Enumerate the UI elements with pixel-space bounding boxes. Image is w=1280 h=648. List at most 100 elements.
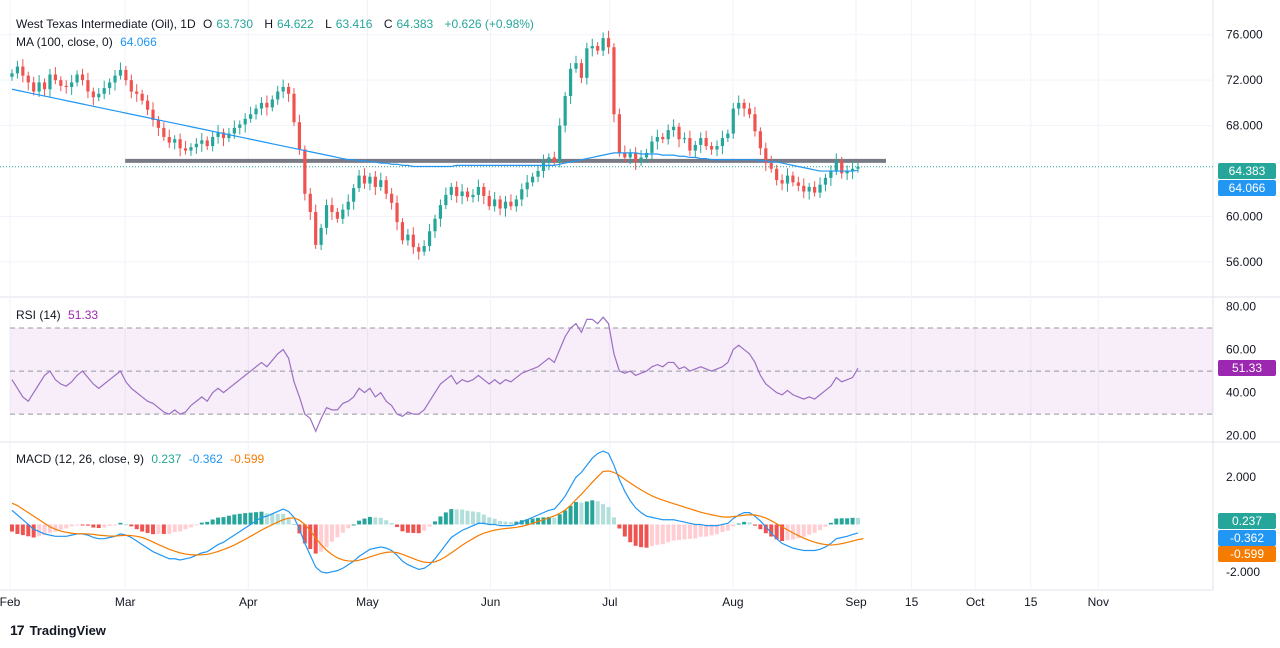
macd-hist-bar — [340, 524, 345, 533]
macd-hist-bar — [145, 524, 150, 533]
macd-hist-bar — [308, 524, 313, 550]
candle — [238, 124, 242, 128]
candle — [281, 86, 285, 92]
price-panel — [0, 30, 1213, 260]
price-tick-label: 72.000 — [1226, 73, 1263, 87]
macd-hist-bar — [628, 524, 633, 543]
macd-hist-bar — [47, 524, 52, 533]
macd-hist-bar — [812, 524, 817, 533]
candle — [769, 163, 773, 169]
macd-hist-bar — [199, 522, 204, 525]
macd-hist-bar — [481, 514, 486, 525]
candle — [270, 99, 274, 108]
candle — [791, 175, 795, 183]
candle — [59, 80, 63, 86]
candle — [384, 180, 388, 194]
candle — [221, 132, 226, 139]
macd-hist-bar — [460, 509, 465, 525]
candle — [42, 82, 47, 90]
candle — [623, 152, 627, 158]
low-label: L — [325, 17, 332, 31]
x-tick-label: Aug — [722, 595, 743, 609]
macd-hist-bar — [313, 524, 318, 554]
macd-hist-bar — [801, 524, 806, 537]
candle — [704, 138, 708, 147]
macd-hist-bar — [644, 524, 649, 548]
candle — [259, 102, 264, 109]
candle — [265, 102, 269, 108]
macd-hist-bar — [742, 521, 747, 525]
macd-hist-bar — [839, 518, 844, 525]
macd-hist-bar — [357, 520, 362, 525]
x-tick-label: Feb — [0, 595, 21, 609]
rsi-tick-label: 80.00 — [1226, 299, 1256, 313]
macd-hist-bar — [698, 524, 703, 537]
macd-hist-bar — [264, 513, 269, 525]
candle — [438, 205, 443, 219]
candle — [10, 73, 14, 77]
last-price-tag: 64.383 — [1218, 163, 1276, 179]
candle — [677, 126, 681, 140]
macd-hist-bar — [75, 524, 80, 526]
candle — [118, 69, 123, 76]
candle — [26, 75, 30, 83]
candle — [314, 211, 318, 245]
macd-legend-value: 0.237 — [151, 452, 182, 466]
candle — [498, 199, 502, 209]
macd-hist-bar — [351, 524, 356, 526]
macd-hist-bar — [324, 524, 329, 548]
macd-hist-bar — [194, 524, 199, 526]
rsi-tag: 51.33 — [1218, 360, 1276, 376]
candle — [552, 157, 556, 162]
candle — [97, 93, 101, 98]
candle — [86, 80, 90, 92]
macd-hist-bar — [161, 524, 166, 534]
candle — [493, 199, 497, 207]
candle — [568, 68, 573, 97]
macd-hist-bar — [15, 524, 20, 534]
candle — [395, 202, 399, 223]
macd-hist-bar — [172, 524, 177, 533]
macd-hist-bar — [508, 522, 513, 525]
candle — [330, 205, 334, 212]
close-value: 64.383 — [396, 17, 434, 31]
macd-hist-bar — [514, 521, 519, 525]
macd-hist-bar — [378, 517, 383, 525]
macd-hist-bar — [58, 524, 63, 530]
grid — [0, 0, 1280, 591]
candle — [509, 201, 513, 207]
macd-hist-bar — [286, 517, 291, 525]
candle — [64, 85, 68, 87]
candle — [845, 171, 849, 174]
candle — [802, 185, 806, 192]
macd-hist-bar — [682, 524, 687, 540]
candle — [655, 136, 659, 142]
candle — [232, 127, 236, 134]
macd-hist-bar — [254, 512, 259, 525]
candle — [373, 176, 377, 187]
macd-hist-bar — [660, 524, 665, 545]
candle — [775, 168, 779, 181]
macd-hist-bar — [69, 524, 74, 527]
macd-hist-bar — [845, 518, 850, 525]
macd-hist-bar — [292, 523, 296, 525]
candle — [634, 152, 638, 162]
macd-hist-bar — [731, 524, 736, 527]
candle — [720, 138, 725, 147]
macd-hist-bar — [205, 521, 210, 525]
macd-hist-bar — [243, 513, 248, 525]
macd-hist-bar — [96, 524, 101, 529]
macd-hist-bar — [275, 513, 280, 525]
brand[interactable]: 17 TradingView — [10, 622, 106, 638]
candle — [341, 209, 345, 219]
x-tick-label: Jun — [481, 595, 500, 609]
candle — [780, 180, 784, 184]
macd-hist-bar — [747, 522, 752, 525]
candle — [764, 148, 768, 164]
macd-hist-bar — [617, 524, 622, 529]
candle — [563, 96, 567, 126]
candle — [644, 152, 649, 158]
x-tick-label: Apr — [239, 595, 258, 609]
macd-hist-bar — [113, 524, 118, 526]
